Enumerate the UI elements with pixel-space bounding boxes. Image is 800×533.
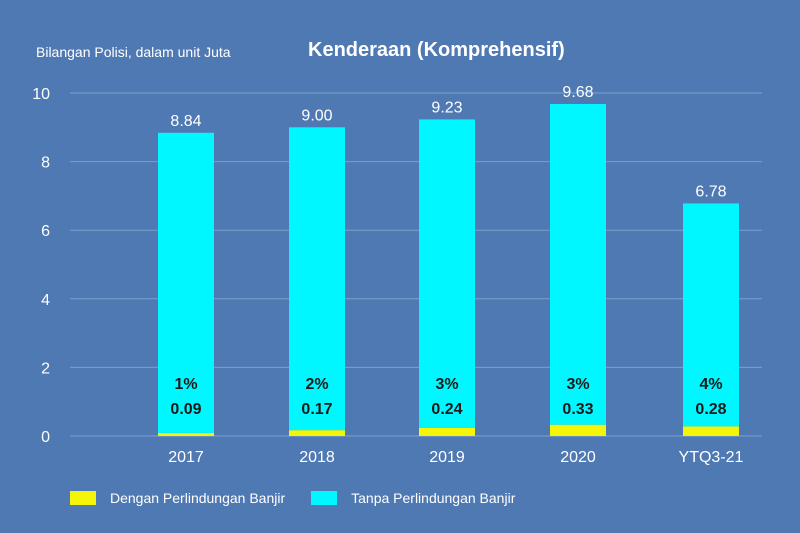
legend-swatch-with-flood	[70, 491, 96, 505]
total-label: 6.78	[695, 183, 726, 200]
percent-label: 2%	[305, 376, 328, 393]
flood-value-label: 0.17	[301, 401, 332, 418]
total-label: 9.68	[562, 84, 593, 101]
bar-segment-with-flood	[289, 430, 345, 436]
y-tick-label: 8	[41, 155, 50, 172]
bar-segment-without-flood	[289, 127, 345, 431]
total-label: 8.84	[170, 113, 201, 130]
bar-segment-without-flood	[550, 103, 606, 425]
bar-segment-without-flood	[158, 132, 214, 433]
legend-label-without-flood: Tanpa Perlindungan Banjir	[351, 490, 516, 506]
total-label: 9.23	[431, 99, 462, 116]
x-tick-label: YTQ3-21	[679, 449, 744, 466]
percent-label: 1%	[174, 376, 197, 393]
x-tick-label: 2020	[560, 449, 596, 466]
total-label: 9.00	[301, 107, 332, 124]
y-tick-label: 6	[41, 223, 50, 240]
x-tick-label: 2018	[299, 449, 335, 466]
flood-value-label: 0.24	[431, 401, 462, 418]
flood-value-label: 0.09	[170, 401, 201, 418]
bar-segment-with-flood	[419, 427, 475, 436]
bar-segment-with-flood	[550, 424, 606, 436]
legend-label-with-flood: Dengan Perlindungan Banjir	[110, 490, 286, 506]
chart-title: Kenderaan (Komprehensif)	[308, 39, 565, 61]
percent-label: 3%	[566, 376, 589, 393]
legend-swatch-without-flood	[311, 491, 338, 505]
flood-value-label: 0.28	[695, 401, 726, 418]
bar-segment-without-flood	[683, 203, 739, 427]
x-tick-label: 2017	[168, 449, 204, 466]
bar-segment-without-flood	[419, 119, 475, 428]
legend: Dengan Perlindungan Banjir Tanpa Perlind…	[70, 490, 541, 506]
y-tick-label: 10	[32, 86, 50, 103]
y-tick-label: 0	[41, 429, 50, 446]
bar-segment-with-flood	[158, 432, 214, 436]
bar-segment-with-flood	[683, 426, 739, 436]
y-tick-label: 2	[41, 360, 50, 377]
percent-label: 3%	[435, 376, 458, 393]
percent-label: 4%	[699, 376, 722, 393]
flood-value-label: 0.33	[562, 401, 593, 418]
y-axis-label: Bilangan Polisi, dalam unit Juta	[36, 44, 231, 60]
y-tick-label: 4	[41, 292, 50, 309]
x-tick-label: 2019	[429, 449, 465, 466]
legend-item-without-flood: Tanpa Perlindungan Banjir	[311, 490, 515, 506]
legend-item-with-flood: Dengan Perlindungan Banjir	[70, 490, 285, 506]
